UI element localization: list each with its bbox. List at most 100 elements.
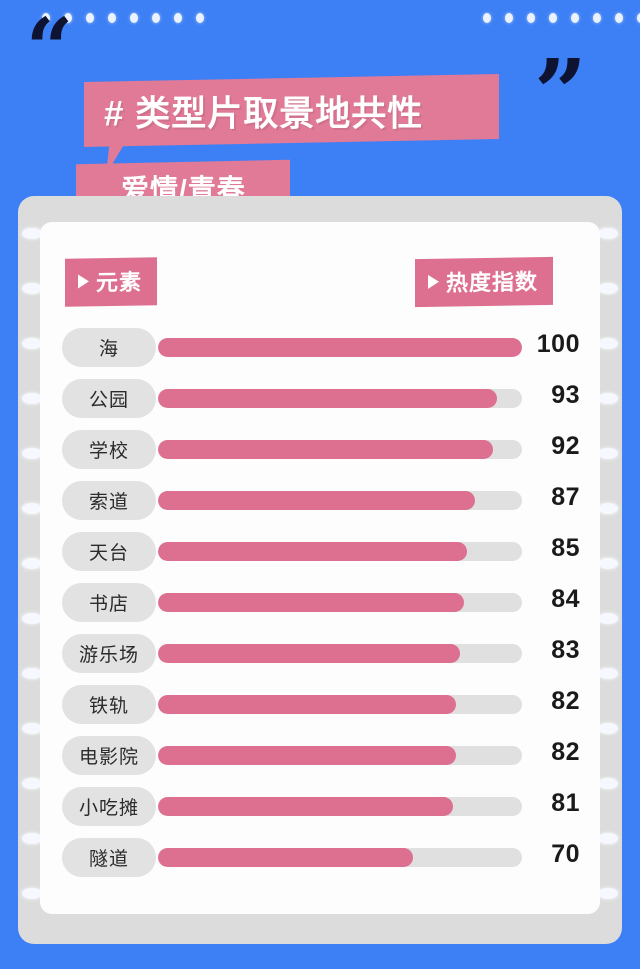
score-value: 85	[551, 534, 580, 562]
score-value: 82	[551, 687, 580, 715]
quote-close-icon: ”	[534, 39, 587, 147]
bar-track	[158, 644, 522, 663]
decorative-dot	[505, 13, 513, 23]
bar-fill	[158, 542, 468, 561]
decorative-dot	[571, 13, 579, 23]
element-label-pill: 公园	[62, 379, 156, 418]
punch-hole-icon	[598, 393, 618, 404]
table-row[interactable]: 隧道 70	[0, 832, 640, 883]
table-row[interactable]: 索道 87	[0, 475, 640, 526]
punch-hole-icon	[598, 228, 618, 239]
table-row[interactable]: 学校 92	[0, 424, 640, 475]
punch-hole-icon	[22, 613, 42, 624]
bar-track	[158, 593, 522, 612]
score-value: 83	[551, 636, 580, 664]
table-row[interactable]: 书店 84	[0, 577, 640, 628]
punch-hole-icon	[598, 888, 618, 899]
column-header-score-label: 热度指数	[446, 269, 539, 296]
punch-hole-column-left	[22, 228, 42, 899]
element-label-pill: 铁轨	[62, 685, 156, 724]
decorative-dot	[108, 13, 116, 23]
decorative-dot	[615, 13, 623, 23]
decorative-dot	[593, 13, 601, 23]
element-label-pill: 索道	[62, 481, 156, 520]
score-value: 70	[551, 840, 580, 868]
punch-hole-icon	[22, 723, 42, 734]
score-value: 92	[551, 432, 580, 460]
bar-track	[158, 797, 522, 816]
table-row[interactable]: 铁轨 82	[0, 679, 640, 730]
decorative-dot	[130, 13, 138, 23]
bar-track	[158, 491, 522, 510]
table-row[interactable]: 海 100	[0, 322, 640, 373]
quote-open-icon: “	[26, 1, 73, 97]
punch-hole-icon	[22, 778, 42, 789]
decorative-dot	[64, 13, 72, 23]
bar-fill	[158, 593, 464, 612]
punch-hole-icon	[22, 393, 42, 404]
punch-hole-icon	[22, 888, 42, 899]
element-label-pill: 学校	[62, 430, 156, 469]
bar-fill	[158, 746, 457, 765]
bar-fill	[158, 338, 522, 357]
table-row[interactable]: 电影院 82	[0, 730, 640, 781]
decorative-dot	[527, 13, 535, 23]
score-value: 87	[551, 483, 580, 511]
table-row[interactable]: 小吃摊 81	[0, 781, 640, 832]
column-header-element-label: 元素	[96, 269, 143, 296]
punch-hole-column-right	[598, 228, 618, 899]
punch-hole-icon	[598, 448, 618, 459]
punch-hole-icon	[22, 558, 42, 569]
page-title: # 类型片取景地共性	[104, 94, 424, 134]
punch-hole-icon	[598, 778, 618, 789]
element-label-pill: 电影院	[62, 736, 156, 775]
bar-fill	[158, 491, 475, 510]
decorative-dot	[174, 13, 182, 23]
element-label-pill: 游乐场	[62, 634, 156, 673]
decorative-dot	[86, 13, 94, 23]
bar-track	[158, 695, 522, 714]
bar-track	[158, 440, 522, 459]
triangle-right-icon	[428, 274, 439, 289]
score-value: 84	[551, 585, 580, 613]
title-banner: # 类型片取景地共性	[84, 74, 499, 147]
element-label-pill: 小吃摊	[62, 787, 156, 826]
punch-hole-icon	[22, 283, 42, 294]
element-label-pill: 海	[62, 328, 156, 367]
decorative-dot	[42, 13, 50, 23]
decorative-dot	[152, 13, 160, 23]
score-value: 93	[551, 381, 580, 409]
bar-fill	[158, 389, 497, 408]
decorative-dot	[196, 13, 204, 23]
bar-track	[158, 338, 522, 357]
bar-fill	[158, 644, 461, 663]
top-dot-row-right	[483, 13, 640, 23]
decorative-dot	[637, 13, 640, 23]
column-header-score: 热度指数	[415, 256, 554, 308]
top-dot-row-left	[42, 13, 204, 23]
bar-fill	[158, 848, 413, 867]
element-label-pill: 天台	[62, 532, 156, 571]
column-header-element: 元素	[65, 257, 158, 307]
punch-hole-icon	[598, 723, 618, 734]
score-value: 100	[536, 330, 580, 358]
punch-hole-icon	[598, 338, 618, 349]
score-value: 81	[551, 789, 580, 817]
punch-hole-icon	[22, 338, 42, 349]
punch-hole-icon	[22, 503, 42, 514]
score-value: 82	[551, 738, 580, 766]
punch-hole-icon	[22, 833, 42, 844]
table-row[interactable]: 游乐场 83	[0, 628, 640, 679]
table-row[interactable]: 天台 85	[0, 526, 640, 577]
triangle-right-icon	[78, 274, 89, 289]
bar-fill	[158, 797, 453, 816]
punch-hole-icon	[598, 283, 618, 294]
punch-hole-icon	[598, 833, 618, 844]
table-row[interactable]: 公园 93	[0, 373, 640, 424]
bar-fill	[158, 695, 457, 714]
bar-chart-rows: 海 100 公园 93 学校 92 索道 87 天台 85 书店 84 游乐场 83 铁轨 82 电影院 82 小吃…	[0, 322, 640, 883]
punch-hole-icon	[598, 558, 618, 569]
bar-track	[158, 746, 522, 765]
element-label-pill: 书店	[62, 583, 156, 622]
punch-hole-icon	[598, 668, 618, 679]
